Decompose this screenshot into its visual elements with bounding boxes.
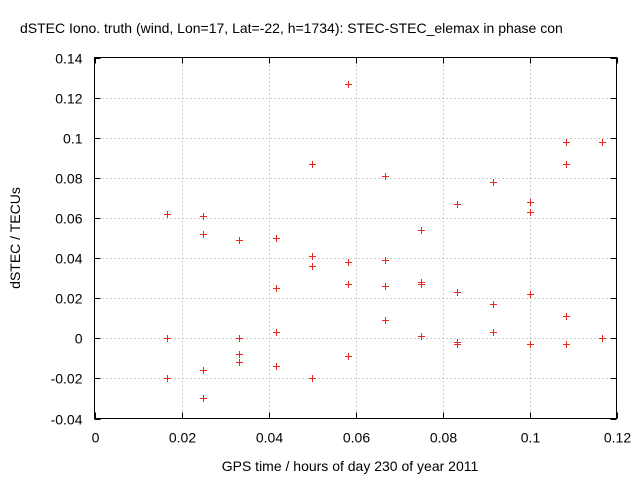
x-tick-label: 0.12 xyxy=(604,430,631,446)
data-point xyxy=(382,257,389,264)
data-point xyxy=(454,201,461,208)
data-point xyxy=(599,335,606,342)
data-point xyxy=(563,161,570,168)
x-tick-label: 0.06 xyxy=(343,430,370,446)
data-point xyxy=(418,227,425,234)
data-point xyxy=(309,253,316,260)
data-point xyxy=(200,367,207,374)
data-point xyxy=(527,199,534,206)
y-tick-label: -0.04 xyxy=(51,412,83,428)
y-axis-label: dSTEC / TECUs xyxy=(7,187,23,289)
y-tick-label: 0.12 xyxy=(55,91,82,107)
data-point xyxy=(309,375,316,382)
data-point xyxy=(345,353,352,360)
y-tick-label: 0.06 xyxy=(55,211,82,227)
data-point xyxy=(200,213,207,220)
data-point xyxy=(164,335,171,342)
x-axis-label: GPS time / hours of day 230 of year 2011 xyxy=(222,458,479,474)
data-points xyxy=(164,81,606,402)
y-tick-label: -0.02 xyxy=(51,371,83,387)
data-point xyxy=(309,263,316,270)
plot-frame xyxy=(94,57,617,419)
y-tick-label: 0.08 xyxy=(55,171,82,187)
x-tick-label: 0.1 xyxy=(521,430,541,446)
data-point xyxy=(200,395,207,402)
data-point xyxy=(236,335,243,342)
x-tick-label: 0.08 xyxy=(430,430,457,446)
data-point xyxy=(418,333,425,340)
data-point xyxy=(309,161,316,168)
data-point xyxy=(418,281,425,288)
data-point xyxy=(345,81,352,88)
data-point xyxy=(490,329,497,336)
data-point xyxy=(527,209,534,216)
data-point xyxy=(273,363,280,370)
data-point xyxy=(382,317,389,324)
y-tick-label: 0.14 xyxy=(55,51,82,67)
data-point xyxy=(382,283,389,290)
x-tick-label: 0.02 xyxy=(169,430,196,446)
data-point xyxy=(164,375,171,382)
data-point xyxy=(454,341,461,348)
data-point xyxy=(599,139,606,146)
data-point xyxy=(563,341,570,348)
data-point xyxy=(273,329,280,336)
y-tick-label: 0.04 xyxy=(55,251,82,267)
data-point xyxy=(382,173,389,180)
grid-lines xyxy=(94,57,617,419)
x-tick-label: 0.04 xyxy=(256,430,283,446)
y-tick-label: 0 xyxy=(75,331,83,347)
data-point xyxy=(273,235,280,242)
data-point xyxy=(273,285,280,292)
data-point xyxy=(563,139,570,146)
data-point xyxy=(454,289,461,296)
data-point xyxy=(236,359,243,366)
y-tick-label: 0.02 xyxy=(55,291,82,307)
data-point xyxy=(527,291,534,298)
data-point xyxy=(527,341,534,348)
y-tick-label: 0.1 xyxy=(63,131,83,147)
axis-ticks: 0 0.02 0.04 0.06 0.08 0.1 0.12 -0.04 -0.02 0 0.02 0… xyxy=(51,51,632,446)
data-point xyxy=(490,301,497,308)
data-point xyxy=(236,237,243,244)
data-point xyxy=(236,351,243,358)
x-tick-label: 0 xyxy=(92,430,100,446)
data-point xyxy=(490,179,497,186)
data-point xyxy=(345,281,352,288)
data-point xyxy=(200,231,207,238)
data-point xyxy=(164,211,171,218)
data-point xyxy=(345,259,352,266)
chart-title: dSTEC Iono. truth (wind, Lon=17, Lat=-22… xyxy=(20,20,563,36)
data-point xyxy=(563,313,570,320)
